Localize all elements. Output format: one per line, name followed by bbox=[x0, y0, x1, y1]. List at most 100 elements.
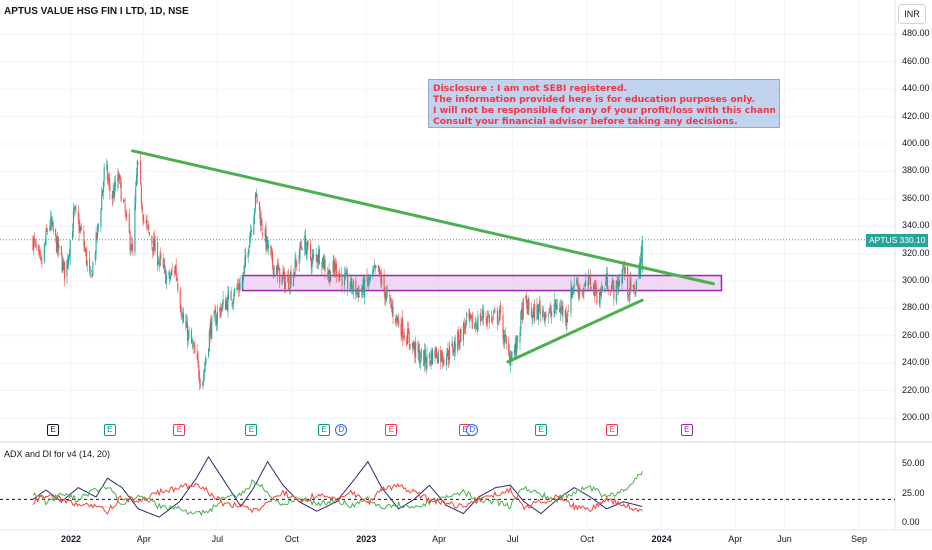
candle-body bbox=[248, 246, 250, 253]
candle-body bbox=[572, 286, 574, 288]
candle-body bbox=[41, 261, 43, 264]
earnings-marker[interactable]: E bbox=[173, 424, 186, 436]
candle-body bbox=[273, 266, 275, 275]
candle-body bbox=[50, 217, 52, 226]
candle-body bbox=[448, 357, 450, 361]
candle-body bbox=[538, 301, 540, 307]
candle-body bbox=[281, 274, 283, 285]
candle-body bbox=[220, 308, 223, 313]
dividend-marker[interactable]: D bbox=[466, 424, 479, 436]
candle-body bbox=[152, 247, 154, 252]
indicator-title[interactable]: ADX and DI for v4 (14, 20) bbox=[4, 449, 111, 459]
candle-body bbox=[220, 308, 222, 315]
candle-body bbox=[137, 162, 139, 164]
candle-body bbox=[216, 320, 218, 326]
candle-body bbox=[205, 358, 207, 362]
disclosure-line: I will not be responsible for any of you… bbox=[433, 105, 775, 116]
candle-body bbox=[109, 181, 111, 192]
candle-body bbox=[562, 306, 564, 316]
candle-body bbox=[577, 284, 579, 294]
candle-body bbox=[378, 267, 380, 272]
earnings-marker[interactable]: E bbox=[385, 424, 398, 436]
candle-body bbox=[408, 332, 410, 343]
candle-body bbox=[276, 266, 278, 276]
support-resistance-zone[interactable] bbox=[241, 274, 723, 292]
candle-body bbox=[632, 285, 634, 289]
candle-body bbox=[169, 273, 171, 279]
earnings-marker[interactable]: E bbox=[535, 424, 548, 436]
candle-body bbox=[294, 259, 296, 276]
candle-body bbox=[290, 271, 292, 285]
candle-body bbox=[616, 280, 618, 284]
candle-body bbox=[587, 282, 589, 286]
candle-body bbox=[38, 245, 40, 251]
candle-body bbox=[530, 308, 532, 318]
candle-body bbox=[322, 257, 324, 267]
indicator-line bbox=[32, 455, 643, 518]
candle-body bbox=[527, 299, 529, 315]
candle-body bbox=[570, 286, 572, 314]
candle-body bbox=[262, 233, 264, 236]
candle-body bbox=[363, 280, 365, 296]
candle-body bbox=[193, 345, 195, 346]
candle-body bbox=[80, 229, 82, 231]
candle-body bbox=[503, 336, 505, 342]
candle-body bbox=[369, 276, 371, 280]
candle-body bbox=[165, 275, 168, 283]
candle-body bbox=[571, 286, 573, 298]
candle-body bbox=[107, 179, 109, 181]
candle-body bbox=[606, 273, 608, 285]
candle-body bbox=[228, 291, 230, 293]
candle-body bbox=[476, 326, 478, 330]
candle-body bbox=[327, 274, 329, 277]
candle-body bbox=[202, 381, 204, 387]
candle-body bbox=[131, 243, 133, 252]
candle-body bbox=[457, 332, 460, 346]
candle-body bbox=[106, 164, 108, 166]
ascending-trendline[interactable] bbox=[506, 298, 644, 364]
dividend-marker[interactable]: D bbox=[335, 424, 348, 436]
price-axis-label: 400.00 bbox=[902, 138, 930, 148]
candle-body bbox=[420, 350, 422, 359]
candle-body bbox=[203, 374, 205, 382]
candle-body bbox=[367, 283, 369, 285]
earnings-marker[interactable]: E bbox=[318, 424, 331, 436]
candle-body bbox=[114, 181, 116, 196]
earnings-marker[interactable]: E bbox=[245, 424, 258, 436]
earnings-marker[interactable]: E bbox=[606, 424, 619, 436]
candle-body bbox=[515, 343, 517, 355]
candle-body bbox=[34, 238, 36, 241]
candle-body bbox=[407, 328, 409, 334]
candle-body bbox=[188, 332, 190, 334]
time-axis-label: Oct bbox=[580, 534, 595, 544]
candle-body bbox=[390, 303, 392, 308]
candle-body bbox=[250, 230, 252, 233]
candle-body bbox=[239, 283, 241, 290]
earnings-marker[interactable]: E bbox=[47, 424, 60, 436]
candle-body bbox=[49, 225, 51, 231]
candle-body bbox=[219, 307, 221, 311]
candle-body bbox=[578, 287, 580, 297]
candle-body bbox=[564, 310, 566, 319]
time-axis-label: 2022 bbox=[60, 534, 82, 544]
currency-button[interactable]: INR bbox=[898, 4, 926, 24]
candle-body bbox=[92, 262, 94, 276]
candle-body bbox=[141, 205, 143, 213]
candle-body bbox=[145, 220, 147, 223]
earnings-marker[interactable]: E bbox=[680, 424, 693, 436]
candle-body bbox=[565, 311, 567, 322]
candle-body bbox=[502, 314, 504, 339]
candle-body bbox=[593, 282, 595, 293]
candle-body bbox=[73, 207, 75, 212]
disclosure-line: Consult your financial advisor before ta… bbox=[433, 116, 738, 127]
candle-body bbox=[576, 281, 579, 287]
candle-body bbox=[618, 281, 620, 289]
candle-body bbox=[143, 219, 145, 221]
candle-body bbox=[468, 310, 470, 320]
descending-trendline[interactable] bbox=[130, 149, 715, 286]
candle-body bbox=[379, 270, 381, 275]
candle-body bbox=[301, 249, 303, 251]
earnings-marker[interactable]: E bbox=[103, 424, 116, 436]
candle-body bbox=[323, 261, 325, 269]
